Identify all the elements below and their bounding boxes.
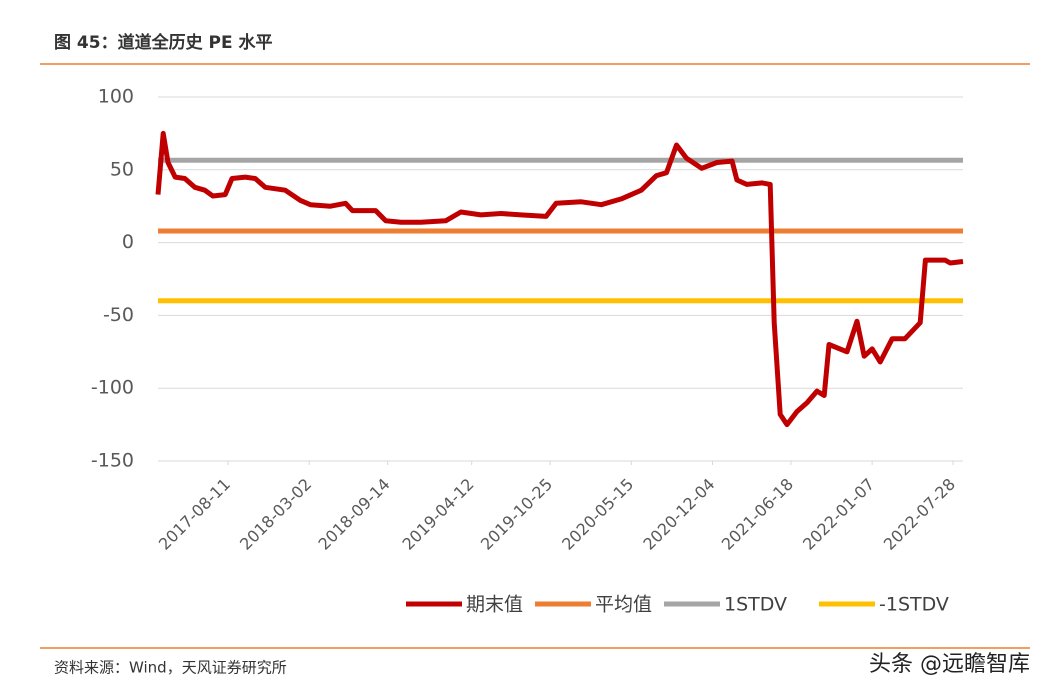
x-tick-label: 2021-06-18 [718,475,797,554]
x-tick-label: 2022-07-28 [880,475,959,554]
x-tick-label: 2020-12-04 [639,475,718,554]
legend-label: -1STDV [879,594,949,616]
series-line [155,130,964,428]
legend-label: 1STDV [724,594,787,616]
legend-label: 平均值 [595,594,652,616]
x-tick-label: 2018-03-02 [236,475,315,554]
y-tick-label: 0 [122,231,134,253]
x-tick-label: 2022-01-07 [799,475,878,554]
y-tick-label: 100 [98,86,134,108]
watermark: 头条 @远瞻智库 [869,652,1030,677]
y-tick-label: -100 [91,377,134,399]
y-tick-label: -150 [91,450,134,472]
x-tick-label: 2019-10-25 [477,475,556,554]
x-tick-label: 2020-05-15 [558,475,637,554]
legend-label: 期末值 [466,594,523,616]
x-tick-label: 2018-09-14 [314,475,393,554]
source: 资料来源：Wind，天风证券研究所 [54,659,287,677]
x-tick-label: 2017-08-11 [155,475,234,554]
chart-title: 图 45：道道全历史 PE 水平 [54,32,273,53]
y-tick-label: -50 [103,304,134,326]
x-tick-label: 2019-04-12 [399,475,478,554]
y-tick-label: 50 [110,158,134,180]
